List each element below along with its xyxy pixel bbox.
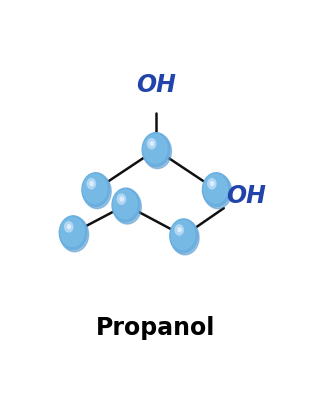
Circle shape (67, 225, 71, 229)
Circle shape (82, 173, 110, 207)
Circle shape (90, 182, 93, 186)
Circle shape (113, 190, 141, 224)
Circle shape (147, 139, 156, 149)
Circle shape (144, 134, 167, 163)
Text: Propanol: Propanol (96, 316, 216, 340)
Circle shape (143, 134, 171, 169)
Circle shape (61, 217, 88, 252)
Text: OH: OH (226, 184, 266, 208)
Circle shape (208, 179, 216, 189)
Circle shape (117, 194, 126, 204)
Text: OH: OH (136, 73, 176, 97)
Circle shape (203, 174, 232, 209)
Circle shape (171, 221, 195, 250)
Circle shape (171, 220, 199, 255)
Circle shape (83, 174, 111, 209)
Circle shape (59, 216, 87, 250)
Circle shape (202, 173, 230, 207)
Circle shape (175, 225, 183, 235)
Circle shape (83, 174, 107, 203)
Circle shape (112, 188, 140, 222)
Circle shape (61, 218, 84, 246)
Circle shape (150, 142, 154, 146)
Circle shape (64, 222, 73, 232)
Circle shape (120, 197, 123, 201)
Circle shape (113, 190, 137, 219)
Circle shape (170, 219, 197, 253)
Circle shape (211, 182, 214, 186)
Circle shape (87, 179, 96, 189)
Circle shape (142, 133, 170, 166)
Circle shape (178, 228, 181, 232)
Circle shape (204, 174, 227, 203)
